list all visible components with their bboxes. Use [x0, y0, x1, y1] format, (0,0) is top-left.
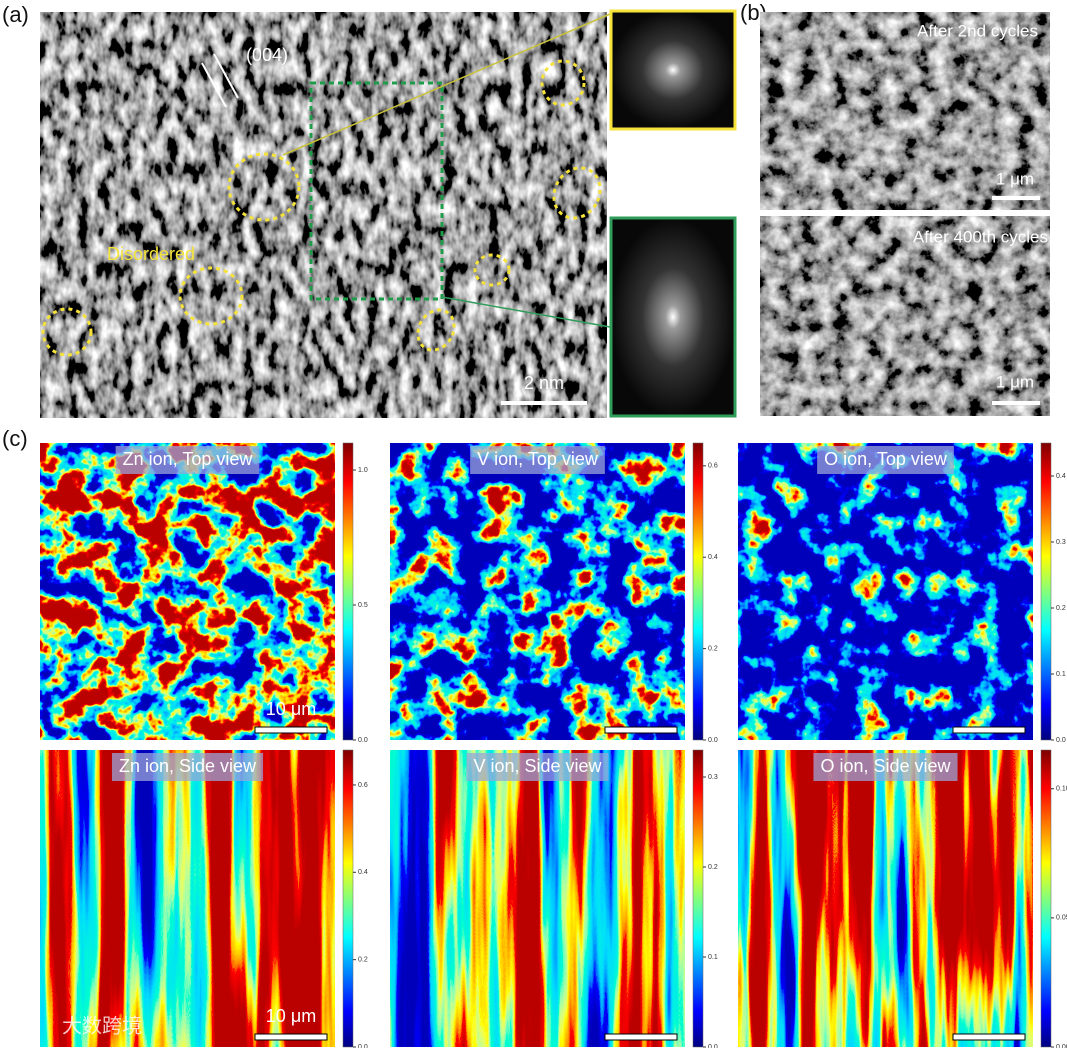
colorbar-tick-label: 0.4 [358, 869, 368, 876]
heatmap [390, 750, 685, 1047]
colorbar-tick-label: 0.0 [358, 1044, 368, 1048]
colorbar-tick-label: 0.3 [708, 774, 718, 781]
map-title: Zn ion, Top view [123, 449, 254, 469]
scale-bar [604, 726, 678, 734]
colorbar-tick-label: 0.4 [1056, 473, 1066, 480]
sem-image [760, 216, 1050, 416]
colorbar-tick-label: 0.0 [708, 1044, 718, 1048]
colorbar-tick-label: 0.6 [358, 782, 368, 789]
title-box [115, 446, 260, 474]
colorbar-tick-label: 0.5 [358, 602, 368, 609]
scale-bar [254, 1033, 328, 1041]
tem-image [40, 12, 607, 418]
colorbar-tick-label: 0.3 [1056, 539, 1066, 546]
caption: After 400th cycles [913, 227, 1048, 246]
colorbar [1040, 749, 1052, 1048]
map-title: O ion, Top view [824, 449, 948, 469]
panel-label: (a) [2, 2, 29, 27]
title-box [470, 446, 605, 474]
title-box [813, 753, 958, 781]
colorbar [692, 442, 704, 741]
colorbar-tick-label: 0.2 [1056, 605, 1066, 612]
colorbar-tick-label: 0.2 [708, 864, 718, 871]
caption: After 2nd cycles [917, 21, 1038, 40]
selection-box [309, 81, 444, 301]
scale-label: 1 μm [996, 169, 1034, 188]
watermark: 大数跨境 [62, 1014, 142, 1037]
colorbar-tick-label: 0.2 [708, 645, 718, 652]
annotation: Disordered [107, 244, 195, 264]
plane-label: (004) [246, 45, 288, 65]
colorbar-tick-label: 0.0 [708, 737, 718, 744]
panel-label: (c) [2, 426, 28, 451]
heatmap [738, 750, 1033, 1047]
colorbar-tick-label: 0.0 [1056, 737, 1066, 744]
colorbar-tick-label: 0.05 [1056, 915, 1067, 922]
scale-bar [254, 726, 328, 734]
title-box [817, 446, 954, 474]
scale-label: 2 nm [524, 373, 564, 393]
map-title: Zn ion, Side view [119, 756, 257, 776]
leader [282, 13, 611, 156]
colorbar-tick-label: 0.10 [1056, 786, 1067, 793]
sem-image [760, 12, 1050, 210]
scale-bar [952, 1033, 1026, 1041]
heatmap [40, 750, 335, 1047]
colorbar [342, 749, 354, 1048]
colorbar-tick-label: 1.0 [358, 467, 368, 474]
fft-inset [609, 216, 737, 418]
colorbar-tick-label: 0.4 [708, 554, 718, 561]
leader [441, 296, 611, 328]
maps: Zn ion, Top view 10 μm 0.0 0.5 1.0 V ion, Top… [40, 442, 1067, 1048]
scale-bar [604, 1033, 678, 1041]
map-title: V ion, Side view [473, 756, 602, 776]
heatmap [390, 443, 685, 740]
scale-label: 10 μm [266, 699, 316, 719]
colorbar-tick-label: 0.00 [1056, 1044, 1067, 1048]
disorder-regions [41, 59, 602, 357]
scale-label: 1 μm [996, 372, 1034, 391]
scale-bar [952, 726, 1026, 734]
title-box [466, 753, 609, 781]
colorbar-tick-label: 0.1 [708, 954, 718, 961]
lattice-marker [201, 53, 239, 108]
map-title: O ion, Side view [820, 756, 951, 776]
heatmap [738, 443, 1033, 740]
colorbar-tick-label: 0.2 [358, 956, 368, 963]
colorbar [342, 442, 354, 741]
colorbar [692, 749, 704, 1048]
colorbar-tick-label: 0.0 [358, 737, 368, 744]
scale-label: 10 μm [266, 1006, 316, 1026]
title-box [111, 753, 264, 781]
colorbar-tick-label: 0.6 [708, 463, 718, 470]
heatmap [40, 443, 335, 740]
map-title: V ion, Top view [477, 449, 599, 469]
colorbar-tick-label: 0.1 [1056, 671, 1066, 678]
fft-inset [609, 9, 737, 131]
colorbar [1040, 442, 1052, 741]
